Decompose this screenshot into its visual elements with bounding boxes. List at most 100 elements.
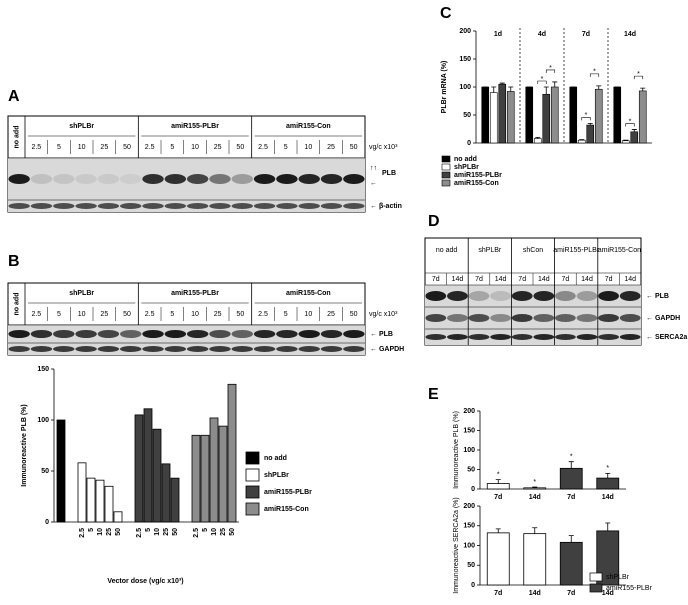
label: no add <box>13 293 20 316</box>
band <box>468 314 490 322</box>
band <box>142 203 164 209</box>
error-bar <box>568 461 574 469</box>
y-tick-label: 50 <box>467 562 475 569</box>
label: 25 <box>214 311 222 318</box>
band <box>533 291 555 301</box>
bar <box>200 434 210 523</box>
band <box>186 174 209 184</box>
band <box>468 291 490 301</box>
x-tick-label: 10 <box>97 528 104 536</box>
band <box>8 203 30 209</box>
band <box>209 203 231 209</box>
band <box>231 330 253 338</box>
legend-swatch <box>441 171 451 179</box>
significance-star: * <box>585 112 588 119</box>
band <box>231 346 253 352</box>
bar <box>559 541 583 586</box>
label: amiR155-PLBr <box>553 247 600 254</box>
error-bar <box>508 86 514 92</box>
label: 50 <box>123 144 131 151</box>
label: 5 <box>284 144 288 151</box>
bar <box>191 434 201 523</box>
y-tick-label: 0 <box>45 519 49 526</box>
bar <box>621 140 630 144</box>
bar <box>77 462 87 523</box>
band <box>253 330 276 338</box>
band <box>209 346 231 352</box>
legend-label: amiR155-PLBr <box>606 585 653 592</box>
label: 10 <box>304 311 312 318</box>
label: amiR155-PLBr <box>171 290 219 297</box>
band <box>75 346 97 352</box>
category-label: 4d <box>538 31 546 38</box>
band <box>276 174 298 184</box>
error-bar <box>499 82 505 85</box>
label: 10 <box>304 144 312 151</box>
x-tick-label: 10 <box>211 528 218 536</box>
x-tick-label: 2.5 <box>79 528 86 538</box>
label: 2.5 <box>258 144 268 151</box>
y-axis-label: Immunoreactive PLB (%) <box>21 404 28 486</box>
error-bar <box>532 486 538 488</box>
significance-bracket <box>589 73 600 77</box>
legend-label: shPLBr <box>264 472 289 479</box>
band <box>598 291 619 301</box>
band <box>186 346 209 352</box>
label: 5 <box>170 311 174 318</box>
label: vg/c x10³ <box>369 311 398 318</box>
bar <box>550 86 559 144</box>
band <box>598 314 619 322</box>
label: ← GAPDH <box>646 315 680 322</box>
band <box>53 346 75 352</box>
y-axis-label: Immunoreactive SERCA2a (%) <box>453 497 460 593</box>
band <box>511 291 533 301</box>
y-tick-label: 200 <box>463 408 475 415</box>
label: 5 <box>57 144 61 151</box>
significance-bracket <box>537 80 547 84</box>
significance-star: * <box>533 479 536 486</box>
label: E <box>428 386 439 403</box>
label: 14d <box>624 276 636 283</box>
label: 7d <box>605 276 613 283</box>
band <box>142 174 164 184</box>
legend-label: amiR155-Con <box>264 506 309 513</box>
label: 50 <box>236 144 244 151</box>
label: shPLBr <box>69 123 94 130</box>
label: ↑↑ <box>370 165 377 172</box>
x-tick-label: 7d <box>494 590 502 597</box>
label: 14d <box>495 276 507 283</box>
band <box>490 291 511 301</box>
error-bar <box>532 527 538 534</box>
bar <box>542 93 551 144</box>
label: vg/c x10³ <box>369 144 398 151</box>
band <box>468 334 490 340</box>
x-tick-label: 10 <box>154 528 161 536</box>
error-bar <box>543 86 549 95</box>
label: 10 <box>78 144 86 151</box>
label: B <box>8 253 20 270</box>
label: C <box>440 5 452 22</box>
label: 25 <box>100 311 108 318</box>
band <box>164 174 187 184</box>
bar <box>523 487 547 490</box>
y-tick-label: 200 <box>459 28 471 35</box>
y-tick-label: 200 <box>463 503 475 510</box>
blot-strip <box>8 343 365 355</box>
band <box>30 330 53 338</box>
band <box>533 314 555 322</box>
legend-label: amiR155-PLBr <box>454 172 502 179</box>
x-tick-label: 5 <box>202 528 209 532</box>
label: amiR155-Con <box>286 123 331 130</box>
band <box>8 346 30 352</box>
bar <box>498 83 507 144</box>
bar <box>486 532 510 586</box>
band <box>576 314 598 322</box>
label: ← β-actin <box>370 203 402 210</box>
x-tick-label: 50 <box>172 528 179 536</box>
y-tick-label: 150 <box>463 523 475 530</box>
band <box>75 174 97 184</box>
legend-label: amiR155-Con <box>454 180 499 187</box>
legend-swatch <box>245 468 260 482</box>
label: 25 <box>327 311 335 318</box>
band <box>186 330 209 338</box>
